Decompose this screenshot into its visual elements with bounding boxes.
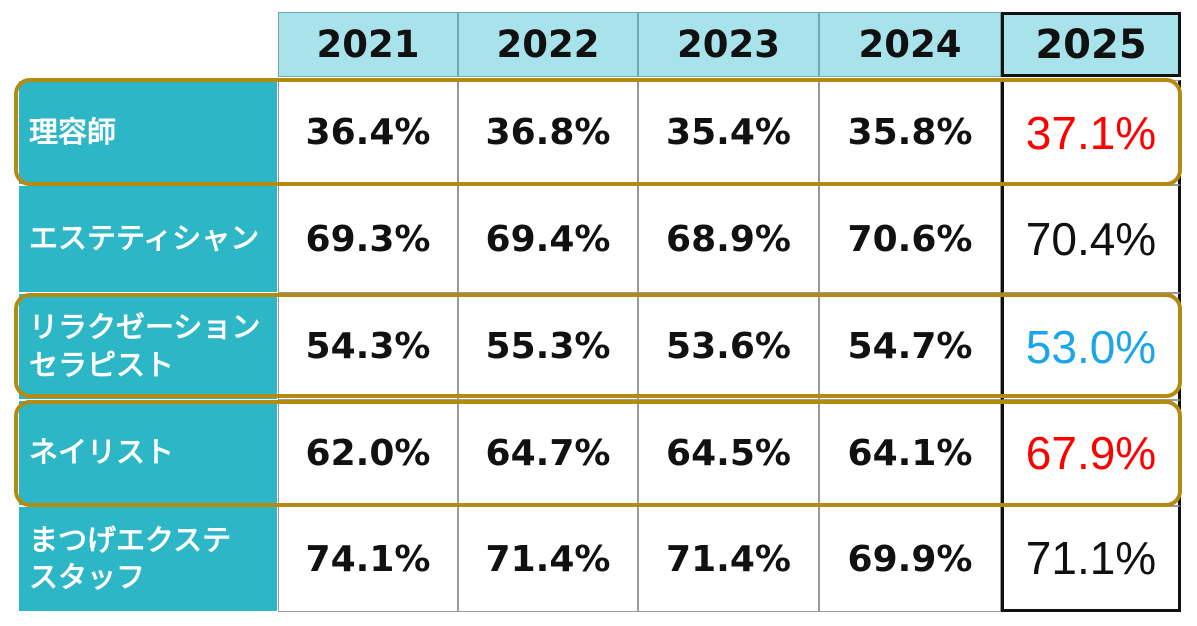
value-cell: 64.5% <box>638 400 819 506</box>
value-cell: 69.3% <box>278 185 458 293</box>
value-cell: 62.0% <box>278 400 458 506</box>
value-cell: 54.7% <box>819 293 1001 400</box>
value-cell-2025: 67.9% <box>1001 400 1181 506</box>
row-label: エステティシャン <box>18 185 278 293</box>
value-cell: 53.6% <box>638 293 819 400</box>
column-header-2022: 2022 <box>458 12 638 77</box>
value-cell: 36.8% <box>458 80 638 185</box>
column-header-2023: 2023 <box>638 12 819 77</box>
value-cell: 69.4% <box>458 185 638 293</box>
column-header-2021: 2021 <box>278 12 458 77</box>
column-header-2024: 2024 <box>819 12 1001 77</box>
value-cell: 71.4% <box>458 506 638 612</box>
value-cell-2025: 37.1% <box>1001 80 1181 185</box>
value-cell: 54.3% <box>278 293 458 400</box>
value-cell: 36.4% <box>278 80 458 185</box>
value-cell-2025: 71.1% <box>1001 506 1181 612</box>
row-label: 理容師 <box>18 80 278 185</box>
value-cell: 64.7% <box>458 400 638 506</box>
value-cell: 74.1% <box>278 506 458 612</box>
row-label: ネイリスト <box>18 400 278 506</box>
value-cell-2025: 70.4% <box>1001 185 1181 293</box>
column-header-2025: 2025 <box>1001 12 1181 77</box>
value-cell: 68.9% <box>638 185 819 293</box>
value-cell: 35.4% <box>638 80 819 185</box>
value-cell: 35.8% <box>819 80 1001 185</box>
row-label: リラクゼーション セラピスト <box>18 293 278 400</box>
value-cell: 70.6% <box>819 185 1001 293</box>
value-cell: 55.3% <box>458 293 638 400</box>
value-cell: 69.9% <box>819 506 1001 612</box>
value-cell: 64.1% <box>819 400 1001 506</box>
row-label: まつげエクステ スタッフ <box>18 506 278 612</box>
value-cell-2025: 53.0% <box>1001 293 1181 400</box>
value-cell: 71.4% <box>638 506 819 612</box>
